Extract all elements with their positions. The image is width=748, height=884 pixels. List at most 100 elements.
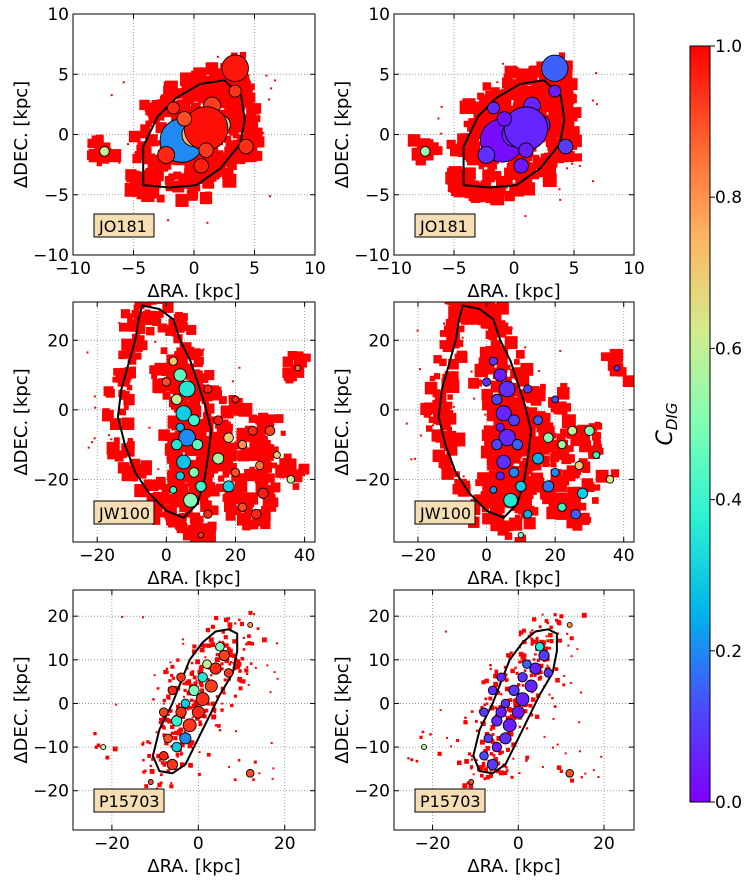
emission-speck — [510, 327, 513, 330]
emission-pixel — [141, 311, 155, 325]
emission-pixel — [477, 183, 488, 194]
emission-speck — [180, 753, 183, 756]
region-marker — [515, 692, 530, 706]
emission-pixel — [495, 185, 506, 196]
emission-pixel — [186, 324, 197, 335]
emission-pixel — [242, 521, 251, 531]
emission-pixel — [210, 642, 216, 648]
emission-pixel — [125, 169, 137, 181]
emission-pixel — [166, 769, 171, 773]
region-marker — [231, 395, 240, 404]
colorbar-tick-label: 1.0 — [715, 37, 742, 57]
emission-pixel — [496, 358, 508, 371]
emission-pixel — [166, 694, 171, 699]
emission-pixel — [472, 138, 479, 146]
emission-pixel — [546, 621, 550, 625]
emission-pixel — [482, 514, 492, 524]
emission-speck — [569, 681, 572, 684]
emission-pixel — [488, 696, 493, 701]
emission-pixel — [449, 302, 461, 313]
emission-pixel — [247, 641, 252, 646]
emission-pixel — [610, 469, 620, 478]
emission-pixel — [255, 417, 263, 425]
axis-ticks: −20 0 20 40 −20 0 20 — [354, 302, 635, 566]
emission-pixel — [496, 690, 501, 695]
emission-speck — [446, 736, 449, 739]
emission-pixel — [206, 643, 211, 648]
emission-pixel — [163, 669, 168, 675]
emission-pixel — [551, 499, 564, 512]
emission-pixel — [566, 131, 579, 143]
emission-pixel — [555, 446, 566, 457]
emission-pixel — [452, 147, 462, 157]
galaxy-label-box — [414, 788, 486, 813]
emission-pixel — [188, 348, 201, 361]
emission-pixel — [609, 348, 624, 363]
emission-pixel — [490, 339, 501, 350]
emission-pixel — [177, 729, 182, 735]
emission-speck — [439, 709, 442, 712]
emission-pixel — [525, 70, 533, 77]
region-marker — [557, 138, 574, 155]
y-axis-label: ΔDEC. [kpc] — [332, 81, 353, 188]
emission-pixel — [536, 658, 541, 662]
emission-pixel — [151, 316, 162, 326]
emission-pixel — [546, 96, 555, 105]
emission-pixel — [195, 659, 201, 665]
emission-pixel — [239, 51, 247, 59]
emission-pixel — [215, 695, 219, 699]
emission-pixel — [184, 707, 187, 710]
emission-pixel — [526, 396, 533, 403]
region-marker — [543, 668, 554, 678]
region-marker — [517, 531, 525, 539]
emission-speck — [558, 188, 561, 191]
emission-pixel — [158, 429, 170, 441]
emission-pixel — [457, 325, 465, 333]
emission-pixel — [222, 691, 226, 695]
emission-speck — [556, 743, 559, 746]
emission-pixel — [473, 494, 486, 507]
emission-pixel — [284, 466, 296, 478]
emission-pixel — [204, 403, 215, 414]
colorbar-label-main: C — [653, 429, 678, 445]
emission-pixel — [251, 431, 263, 444]
region-marker — [496, 111, 513, 127]
emission-pixel — [207, 702, 211, 706]
emission-pixel — [206, 752, 211, 757]
emission-pixel — [123, 393, 135, 406]
emission-speck — [457, 390, 460, 393]
emission-speck — [169, 661, 172, 664]
emission-pixel — [144, 784, 149, 789]
emission-pixel — [175, 704, 180, 709]
emission-pixel — [468, 783, 474, 789]
emission-pixel — [593, 484, 601, 491]
emission-pixel — [179, 742, 185, 748]
emission-speck — [108, 434, 111, 437]
emission-pixel — [223, 135, 232, 143]
emission-pixel — [218, 475, 225, 482]
region-marker — [182, 718, 197, 733]
y-tick-label: 5 — [379, 65, 390, 85]
emission-pixel — [224, 643, 229, 648]
emission-pixel — [535, 636, 539, 640]
emission-pixel — [123, 405, 129, 411]
region-marker — [533, 415, 543, 426]
emission-pixel — [151, 112, 158, 119]
emission-pixel — [139, 99, 150, 111]
emission-speck — [440, 105, 443, 108]
emission-pixel — [220, 442, 235, 457]
emission-pixel — [267, 494, 276, 503]
y-tick-label: −20 — [33, 470, 69, 490]
emission-pixel — [196, 466, 203, 473]
emission-pixel — [493, 681, 499, 687]
colorbar-tick-label: 0.8 — [715, 188, 742, 208]
emission-pixel — [544, 667, 547, 670]
emission-pixel — [542, 173, 557, 188]
emission-speck — [93, 395, 96, 398]
emission-pixel — [197, 172, 207, 182]
emission-pixel — [493, 757, 498, 762]
emission-pixel — [173, 736, 178, 741]
emission-pixel — [191, 670, 195, 674]
emission-pixel — [168, 679, 172, 683]
x-tick-label: 5 — [249, 259, 260, 279]
